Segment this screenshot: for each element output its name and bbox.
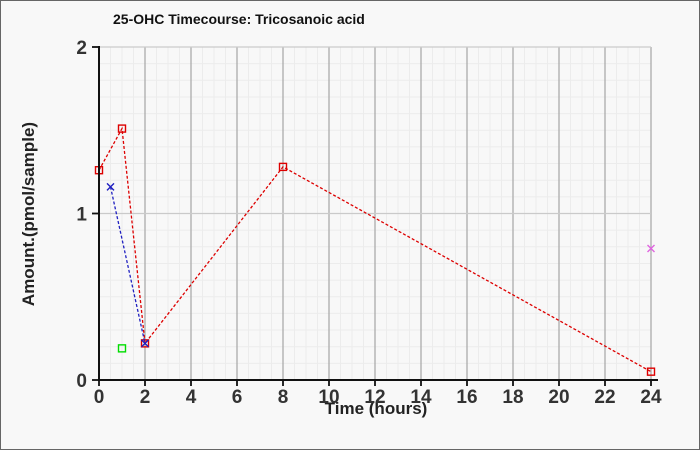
- y-tick-label-2: 2: [76, 38, 87, 59]
- grid-major: [99, 46, 652, 380]
- x-tick-label-0: 0: [94, 387, 105, 408]
- x-tick-label-10: 10: [318, 387, 339, 408]
- marker-red-timecourse-4: [646, 367, 656, 376]
- x-tick-label-4: 4: [186, 387, 197, 408]
- x-tick-label-22: 22: [594, 387, 615, 408]
- marker-blue-timecourse-0: [106, 182, 115, 191]
- tick-marks: [92, 46, 652, 386]
- x-tick-label-24: 24: [640, 387, 662, 408]
- series-line-red-timecourse: [98, 126, 652, 373]
- x-tick-label-12: 12: [364, 387, 385, 408]
- series-blue-timecourse: [106, 182, 149, 348]
- x-tick-label-8: 8: [278, 387, 289, 408]
- marker-blue-timecourse-1: [141, 339, 149, 348]
- x-tick-label-2: 2: [140, 387, 151, 408]
- x-tick-label-6: 6: [232, 387, 243, 408]
- marker-red-timecourse-3: [278, 162, 288, 172]
- x-tick-label-16: 16: [456, 387, 477, 408]
- y-tick-label-0: 0: [76, 371, 87, 392]
- chart-title: 25-OHC Timecourse: Tricosanoic acid: [113, 11, 365, 27]
- series-green-point: [117, 344, 127, 353]
- marker-red-timecourse-2: [140, 339, 150, 348]
- marker-magenta-point-0: [647, 244, 655, 253]
- x-axis-label: Time (hours): [324, 399, 428, 418]
- marker-red-timecourse-1: [117, 124, 127, 133]
- x-tick-label-18: 18: [502, 387, 523, 408]
- series-magenta-point: [647, 244, 655, 253]
- marker-green-point-0: [117, 344, 127, 353]
- y-tick-label-1: 1: [76, 205, 87, 226]
- x-tick-label-14: 14: [410, 387, 432, 408]
- series-line-blue-timecourse: [109, 186, 146, 344]
- x-tick-label-20: 20: [548, 387, 569, 408]
